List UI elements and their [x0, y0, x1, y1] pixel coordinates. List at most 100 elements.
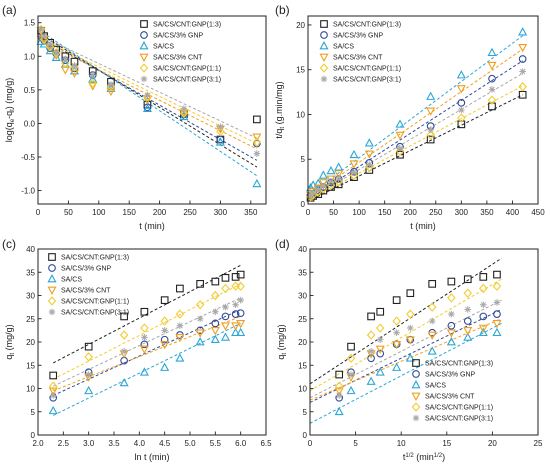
data-point: [176, 284, 184, 293]
data-point: [84, 342, 93, 351]
data-point: [487, 61, 497, 71]
fit-line: [307, 48, 523, 199]
legend-label: SA/CS/CNT:GNP(3:1): [333, 77, 401, 84]
legend-label: SA/CS/3% CNT: [61, 288, 111, 295]
legend: SA/CS/CNT:GNP(1:3) SA/CS/3% GNP SA/CS SA/CS…: [411, 359, 493, 423]
y-tick-label: 5: [303, 408, 308, 417]
y-tick-label: 0: [301, 200, 306, 209]
data-point: [195, 329, 205, 338]
legend: SA/CS/CNT:GNP(1:3) SA/CS/3% GNP SA/CS SA/CS…: [319, 20, 401, 84]
data-point: [426, 135, 435, 144]
data-point: [396, 145, 404, 152]
fit-line: [309, 278, 502, 392]
data-point: [364, 138, 374, 147]
data-point: [335, 392, 343, 399]
y-tick-label: 1.5: [24, 19, 36, 28]
x-tick-label: 2.0: [32, 439, 44, 448]
legend-marker: [320, 20, 328, 28]
data-point: [463, 275, 472, 284]
data-point: [141, 334, 148, 341]
data-point: [366, 376, 376, 385]
data-point: [231, 322, 241, 331]
y-tick-label: 0.5: [24, 86, 36, 95]
data-point: [350, 169, 358, 176]
x-axis-title: t1/2 (min1/2): [403, 452, 445, 462]
x-axis-title: t (min): [410, 221, 436, 231]
data-point: [518, 27, 528, 36]
data-point: [309, 189, 317, 197]
data-point: [48, 405, 58, 415]
data-point: [375, 345, 385, 354]
y-tick-label: 35: [26, 268, 35, 277]
data-points: [36, 24, 262, 188]
data-point: [139, 367, 149, 376]
legend: SA/CS/CNT:GNP(1:3) SA/CS/3% GNP SA/CS SA/CS…: [47, 253, 129, 317]
y-tick-label: 10: [296, 110, 305, 119]
data-point: [463, 317, 472, 325]
x-tick-label: 450: [531, 208, 545, 217]
data-point: [236, 281, 245, 291]
legend: SA/CS/CNT:GNP(1:3) SA/CS/3% GNP SA/CS SA/CS…: [139, 20, 221, 84]
data-point: [463, 327, 473, 336]
legend-item: SA/CS/3% GNP: [320, 31, 384, 40]
data-point: [120, 312, 128, 321]
data-point: [62, 55, 69, 63]
data-point: [393, 329, 400, 336]
legend-item: SA/CS/3% CNT: [47, 286, 111, 295]
data-point: [349, 149, 359, 159]
fit-line: [37, 34, 258, 139]
data-point: [349, 160, 359, 169]
y-tick-label: 25: [298, 315, 307, 324]
data-point: [364, 150, 374, 159]
y-tick-label: 0.0: [24, 119, 36, 128]
data-point: [335, 175, 342, 183]
fit-line: [309, 299, 502, 399]
x-tick-label: 100: [352, 208, 366, 217]
y-tick-label: -1.0: [21, 187, 35, 196]
legend-label: SA/CS/CNT:GNP(1:1): [153, 66, 221, 73]
y-tick-label: 0: [31, 431, 36, 440]
x-tick-label: 3.5: [108, 439, 120, 448]
data-point: [195, 300, 205, 310]
x-tick-label: 0: [36, 208, 41, 217]
data-point: [406, 309, 415, 319]
data-point: [457, 120, 466, 129]
legend-marker: [48, 253, 56, 261]
y-tick-label: 5: [301, 155, 306, 164]
data-point: [160, 316, 169, 326]
y-tick-label: 25: [26, 315, 35, 324]
y-tick-label: 5: [31, 408, 36, 417]
data-point: [232, 301, 239, 309]
legend-item: SA/CS/3% CNT: [139, 53, 203, 62]
data-point: [488, 86, 496, 93]
y-tick-label: 35: [298, 268, 307, 277]
data-point: [346, 353, 356, 363]
legend-item: SA/CS/3% CNT: [319, 53, 383, 62]
y-axis-title: t/qt (g.min/mg): [274, 81, 286, 138]
data-point: [143, 100, 152, 109]
data-point: [365, 162, 374, 173]
data-point: [395, 119, 405, 128]
data-point: [334, 387, 344, 396]
data-point: [313, 178, 323, 187]
data-point: [52, 48, 61, 58]
data-point: [479, 312, 488, 321]
fit-line: [52, 297, 241, 387]
data-point: [458, 106, 465, 114]
data-point: [426, 91, 436, 100]
data-point: [349, 170, 359, 181]
data-point: [107, 81, 115, 88]
data-point: [221, 312, 230, 321]
legend-label: SA/CS/CNT:GNP(3:1): [153, 77, 221, 84]
data-point: [60, 66, 70, 75]
data-point: [492, 320, 502, 329]
fit-line: [309, 309, 502, 403]
data-point: [216, 126, 225, 137]
y-tick-label: 10: [26, 385, 35, 394]
data-point: [334, 406, 344, 416]
plot-frame: [37, 15, 267, 205]
legend-item: SA/CS/CNT:GNP(1:3): [320, 20, 401, 29]
data-point: [392, 340, 402, 350]
data-point: [179, 108, 189, 119]
data-point: [447, 277, 456, 286]
